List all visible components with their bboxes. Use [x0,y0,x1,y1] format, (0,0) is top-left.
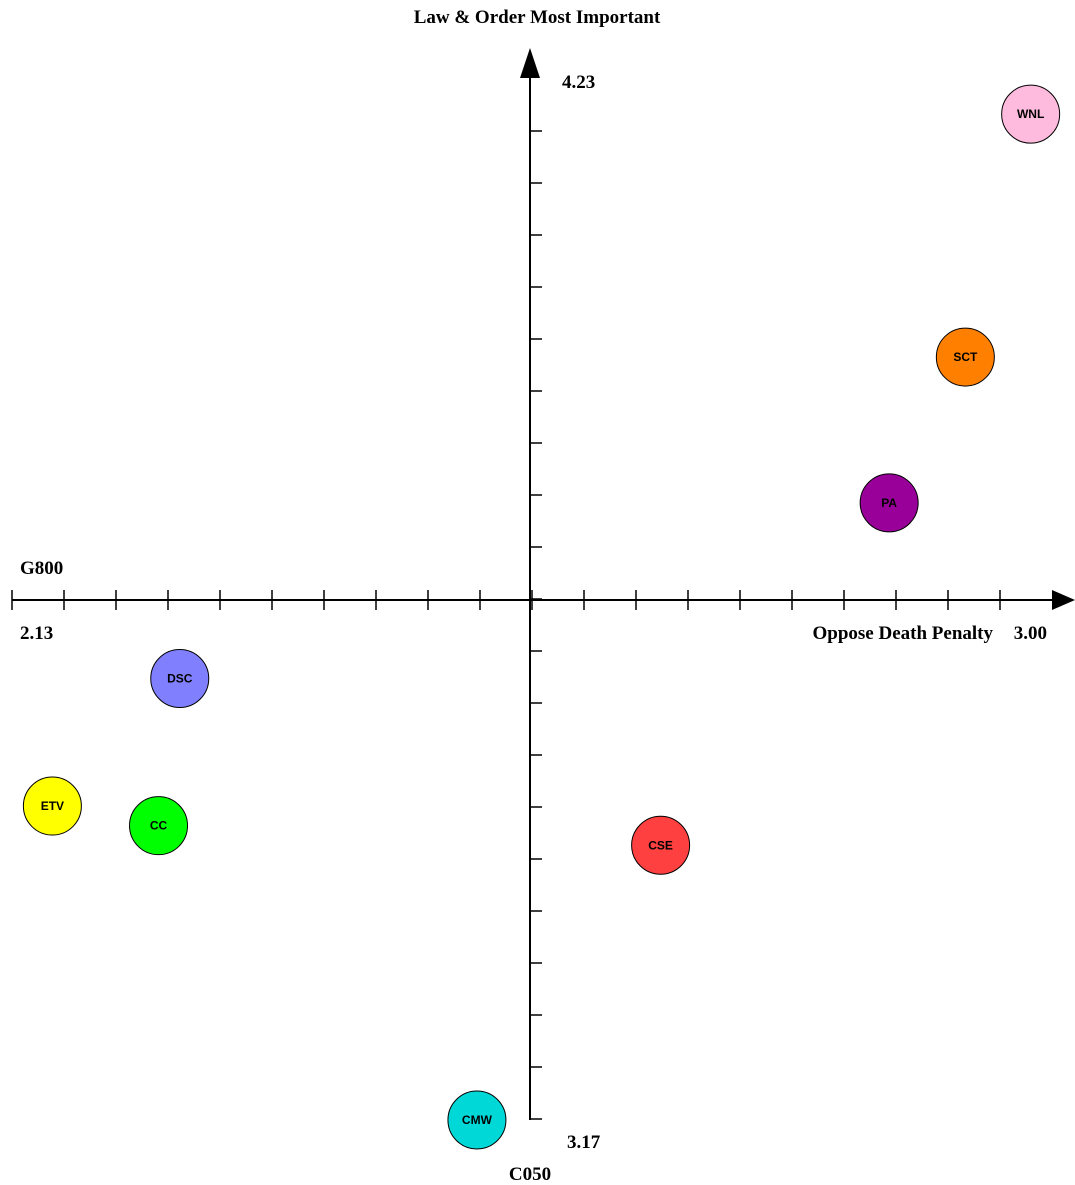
point-label: PA [881,496,897,510]
data-point-sct: SCT [935,327,995,387]
point-label: WNL [1017,107,1044,121]
data-point-pa: PA [859,473,919,533]
y-max-label: 4.23 [562,72,595,93]
point-label: CSE [648,838,673,852]
point-label: ETV [41,799,64,813]
y-axis-bottom-label: C050 [509,1164,551,1185]
data-point-wnl: WNL [1001,84,1061,144]
x-max-label: 3.00 [1014,623,1047,644]
point-label: SCT [953,350,978,364]
point-bubble [129,796,189,856]
point-bubble [1001,84,1061,144]
data-point-cmw: CMW [447,1090,507,1150]
point-label: CC [150,819,168,833]
point-bubble [935,327,995,387]
point-label: DSC [167,671,193,685]
data-point-dsc: DSC [150,648,210,708]
point-bubble [22,776,82,836]
data-points: WNL SCT PA DSC ETV CC CSE CMW [22,84,1061,1150]
data-point-cc: CC [129,796,189,856]
x-min-label: 2.13 [20,623,53,644]
axis-ticks [11,130,1001,1120]
point-bubble [631,815,691,875]
y-axis-top-label: Law & Order Most Important [414,7,661,28]
data-point-cse: CSE [631,815,691,875]
data-point-etv: ETV [22,776,82,836]
y-min-label: 3.17 [567,1132,601,1153]
x-axis-left-label: G800 [20,558,63,579]
point-bubble [150,648,210,708]
point-label: CMW [462,1113,493,1127]
point-bubble [447,1090,507,1150]
y-axis-arrow [520,48,540,78]
x-axis-right-label: Oppose Death Penalty [813,623,994,644]
point-bubble [859,473,919,533]
x-axis-arrow [1052,590,1075,610]
